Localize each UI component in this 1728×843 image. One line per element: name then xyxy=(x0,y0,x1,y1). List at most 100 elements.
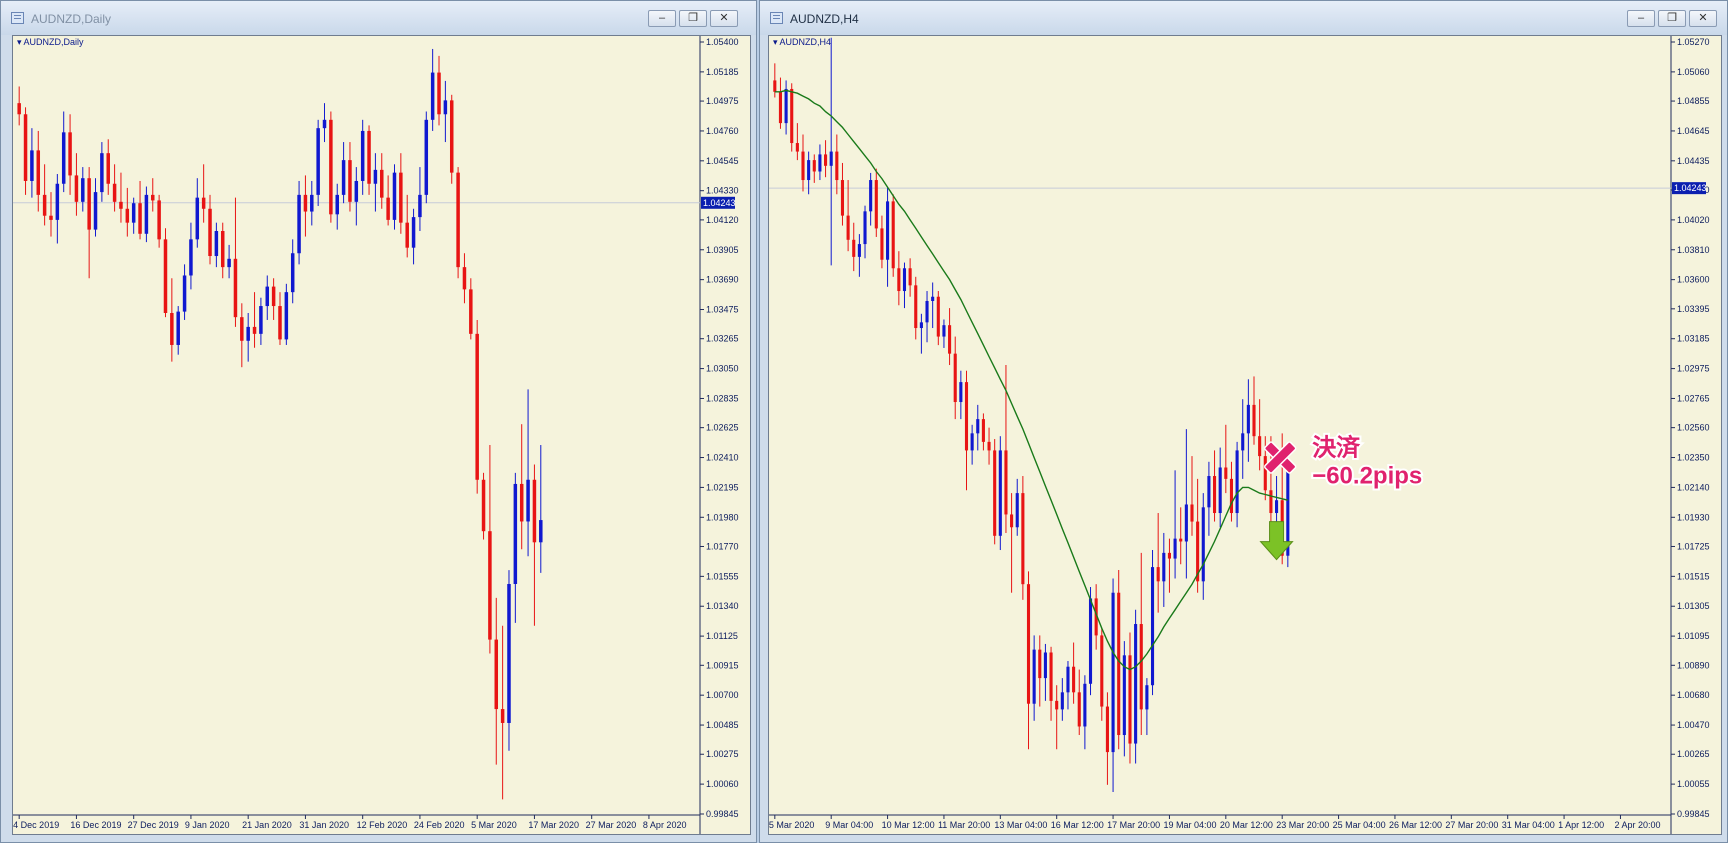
h4-chart-area[interactable]: 1.05270 1.05060 1.04855 1.04645 1.04435 1.042… xyxy=(768,35,1722,835)
daily-chart-area[interactable]: 1.05400 1.05185 1.04975 1.04760 1.04545 1.043… xyxy=(12,35,751,835)
daily-window-titlebar[interactable]: AUDNZD,Daily – ❐ ✕ xyxy=(1,1,756,35)
h4-candle-body xyxy=(846,215,850,240)
h4-candle-body xyxy=(835,151,839,181)
daily-candle-body xyxy=(112,183,117,202)
daily-price-tick-label: 1.00915 xyxy=(706,660,739,670)
h4-time-tick-label: 2 Apr 20:00 xyxy=(1614,820,1660,830)
daily-price-tick-label: 1.03905 xyxy=(706,245,739,255)
daily-price-tick-label: 1.04330 xyxy=(706,186,739,196)
h4-candle-body xyxy=(981,419,985,442)
daily-candle-body xyxy=(462,267,467,290)
h4-window-title: AUDNZD,H4 xyxy=(790,12,859,26)
daily-time-tick-label: 8 Apr 2020 xyxy=(643,820,687,830)
h4-chart-window: AUDNZD,H4 – ❐ ✕ 1.05270 1.05060 1.04855 1.0… xyxy=(759,0,1728,843)
h4-candle-body xyxy=(902,268,907,292)
h4-price-tick-label: 1.02975 xyxy=(1677,364,1710,374)
daily-time-tick-label: 4 Dec 2019 xyxy=(13,820,59,830)
daily-candle-body xyxy=(405,222,409,248)
daily-price-tick-label: 0.99845 xyxy=(706,809,739,819)
h4-price-tick-label: 1.01515 xyxy=(1677,571,1710,581)
daily-symbol-label[interactable]: ▾ AUDNZD,Daily xyxy=(17,37,84,47)
daily-candle-body xyxy=(373,169,378,184)
h4-candle-body xyxy=(1207,476,1211,508)
chart-window-icon xyxy=(11,12,24,24)
h4-symbol-label[interactable]: ▾ AUDNZD,H4 xyxy=(773,37,832,47)
daily-candle-body xyxy=(189,239,193,276)
daily-candle-body xyxy=(335,194,339,215)
h4-symbol-text: AUDNZD,H4 xyxy=(779,37,832,47)
daily-price-tick-label: 1.03475 xyxy=(706,305,739,315)
daily-candle-body xyxy=(81,178,85,202)
h4-candle-body xyxy=(942,325,946,337)
h4-price-tick-label: 1.01930 xyxy=(1677,512,1710,522)
daily-candle-body xyxy=(469,289,473,334)
h4-candle-body xyxy=(1179,538,1183,542)
h4-candle-body xyxy=(1117,592,1121,736)
h4-candle-body xyxy=(1021,493,1025,585)
daily-candle-body xyxy=(386,197,390,220)
daily-candle-body xyxy=(526,479,530,522)
h4-candle-body xyxy=(1229,478,1234,514)
h4-candle-body xyxy=(1150,567,1155,686)
h4-candle-body xyxy=(784,88,788,124)
h4-candle-body xyxy=(1026,584,1031,704)
daily-candle-body xyxy=(240,317,244,341)
h4-price-tick-label: 0.99845 xyxy=(1677,809,1710,819)
h4-time-tick-label: 9 Mar 04:00 xyxy=(825,820,873,830)
daily-time-tick-label: 31 Jan 2020 xyxy=(299,820,349,830)
h4-candle-body xyxy=(1015,493,1019,528)
restore-button[interactable]: ❐ xyxy=(679,10,707,27)
h4-candlestick-chart: 1.05270 1.05060 1.04855 1.04645 1.04435 1.042… xyxy=(769,36,1710,834)
h4-candle-body xyxy=(1100,635,1104,707)
h4-candle-body xyxy=(914,285,918,329)
daily-candle-body xyxy=(341,160,346,195)
minimize-button[interactable]: – xyxy=(1627,10,1655,27)
daily-candle-body xyxy=(539,520,543,543)
h4-price-tick-label: 1.04855 xyxy=(1677,96,1710,106)
h4-candle-body xyxy=(1286,464,1290,556)
close-button[interactable]: ✕ xyxy=(710,10,738,27)
restore-button[interactable]: ❐ xyxy=(1658,10,1686,27)
h4-candle-body xyxy=(1263,456,1267,491)
daily-candle-body xyxy=(68,132,72,176)
h4-price-tick-label: 1.04645 xyxy=(1677,126,1710,136)
close-button[interactable]: ✕ xyxy=(1689,10,1717,27)
daily-candle-body xyxy=(119,201,123,209)
daily-candle-body xyxy=(246,326,250,341)
h4-candle-body xyxy=(1167,552,1171,559)
minimize-button[interactable]: – xyxy=(648,10,676,27)
h4-price-tick-label: 1.01305 xyxy=(1677,601,1710,611)
daily-candle-body xyxy=(74,175,79,202)
cross-mark-bar xyxy=(1264,441,1297,474)
h4-candle-body xyxy=(953,353,957,403)
h4-price-tick-label: 1.03810 xyxy=(1677,245,1710,255)
h4-price-tick-label: 1.05270 xyxy=(1677,37,1710,47)
daily-candle-body xyxy=(100,153,104,193)
daily-candle-body xyxy=(30,150,34,181)
daily-candle-body xyxy=(494,639,499,710)
daily-candle-body xyxy=(144,194,149,234)
settlement-pips-label: −60.2pips xyxy=(1312,463,1422,490)
h4-window-titlebar[interactable]: AUDNZD,H4 – ❐ ✕ xyxy=(760,1,1727,35)
h4-candle-body xyxy=(1196,521,1200,582)
chart-window-icon xyxy=(770,12,783,24)
h4-candle-body xyxy=(936,296,940,337)
daily-candle-body xyxy=(220,231,225,268)
h4-candle-body xyxy=(1173,538,1177,559)
h4-time-tick-label: 19 Mar 04:00 xyxy=(1163,820,1216,830)
daily-time-tick-label: 27 Dec 2019 xyxy=(128,820,179,830)
h4-candle-body xyxy=(818,154,822,172)
daily-candle-body xyxy=(151,194,155,201)
daily-price-tick-label: 1.00275 xyxy=(706,749,739,759)
h4-candle-body xyxy=(801,151,805,181)
daily-candle-body xyxy=(208,208,212,257)
daily-price-tick-label: 1.03690 xyxy=(706,275,739,285)
daily-window-title: AUDNZD,Daily xyxy=(31,12,112,26)
daily-candle-body xyxy=(201,197,206,209)
h4-price-tick-label: 1.02765 xyxy=(1677,393,1710,403)
h4-candle-body xyxy=(807,160,811,181)
daily-price-tick-label: 1.02195 xyxy=(706,482,739,492)
h4-candle-body xyxy=(931,296,935,301)
daily-candle-body xyxy=(329,119,333,215)
h4-candle-body xyxy=(773,80,777,92)
